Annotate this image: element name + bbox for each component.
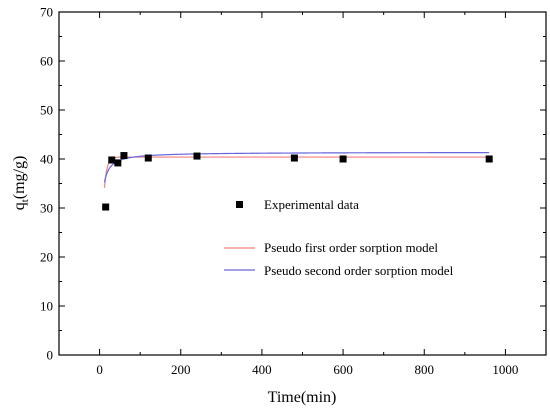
plot-frame: [58, 11, 547, 356]
y-tick-label: 20: [40, 250, 53, 265]
legend-marker-experimental: [236, 201, 243, 208]
data-point: [114, 159, 122, 167]
x-tick-label: 800: [415, 362, 435, 377]
y-tick-label: 10: [40, 299, 53, 314]
x-tick-label: 1000: [492, 362, 518, 377]
data-point: [339, 155, 347, 163]
y-tick-label: 50: [40, 103, 53, 118]
legend-label-second-order: Pseudo second order sorption model: [264, 263, 454, 278]
x-tick-label: 400: [252, 362, 272, 377]
data-point: [102, 203, 110, 211]
y-tick-label: 30: [40, 201, 53, 216]
legend-label-first-order: Pseudo first order sorption model: [264, 240, 438, 255]
data-point: [108, 156, 116, 164]
y-tick-label: 40: [40, 152, 53, 167]
y-tick-label: 0: [47, 348, 54, 363]
y-axis-title: qt(mg/g): [11, 156, 31, 211]
y-tick-label: 60: [40, 54, 53, 69]
y-tick-label: 70: [40, 5, 53, 20]
x-tick-label: 600: [333, 362, 353, 377]
data-point: [485, 155, 493, 163]
legend-label-experimental: Experimental data: [264, 197, 359, 212]
axis-ticks: 0 200 400 600 800 1000 0 10 20 30 40 50 60 70: [40, 5, 547, 377]
data-point: [144, 154, 152, 162]
first-order-curve: [103, 156, 490, 188]
x-tick-label: 0: [96, 362, 103, 377]
second-order-curve: [103, 151, 490, 183]
x-axis-title: Time(min): [268, 389, 337, 406]
legend: Experimental data Pseudo first order sor…: [224, 197, 454, 278]
x-tick-label: 200: [171, 362, 191, 377]
data-point: [290, 154, 298, 162]
data-points: [102, 152, 493, 211]
data-point: [193, 152, 201, 160]
data-point: [120, 152, 128, 160]
